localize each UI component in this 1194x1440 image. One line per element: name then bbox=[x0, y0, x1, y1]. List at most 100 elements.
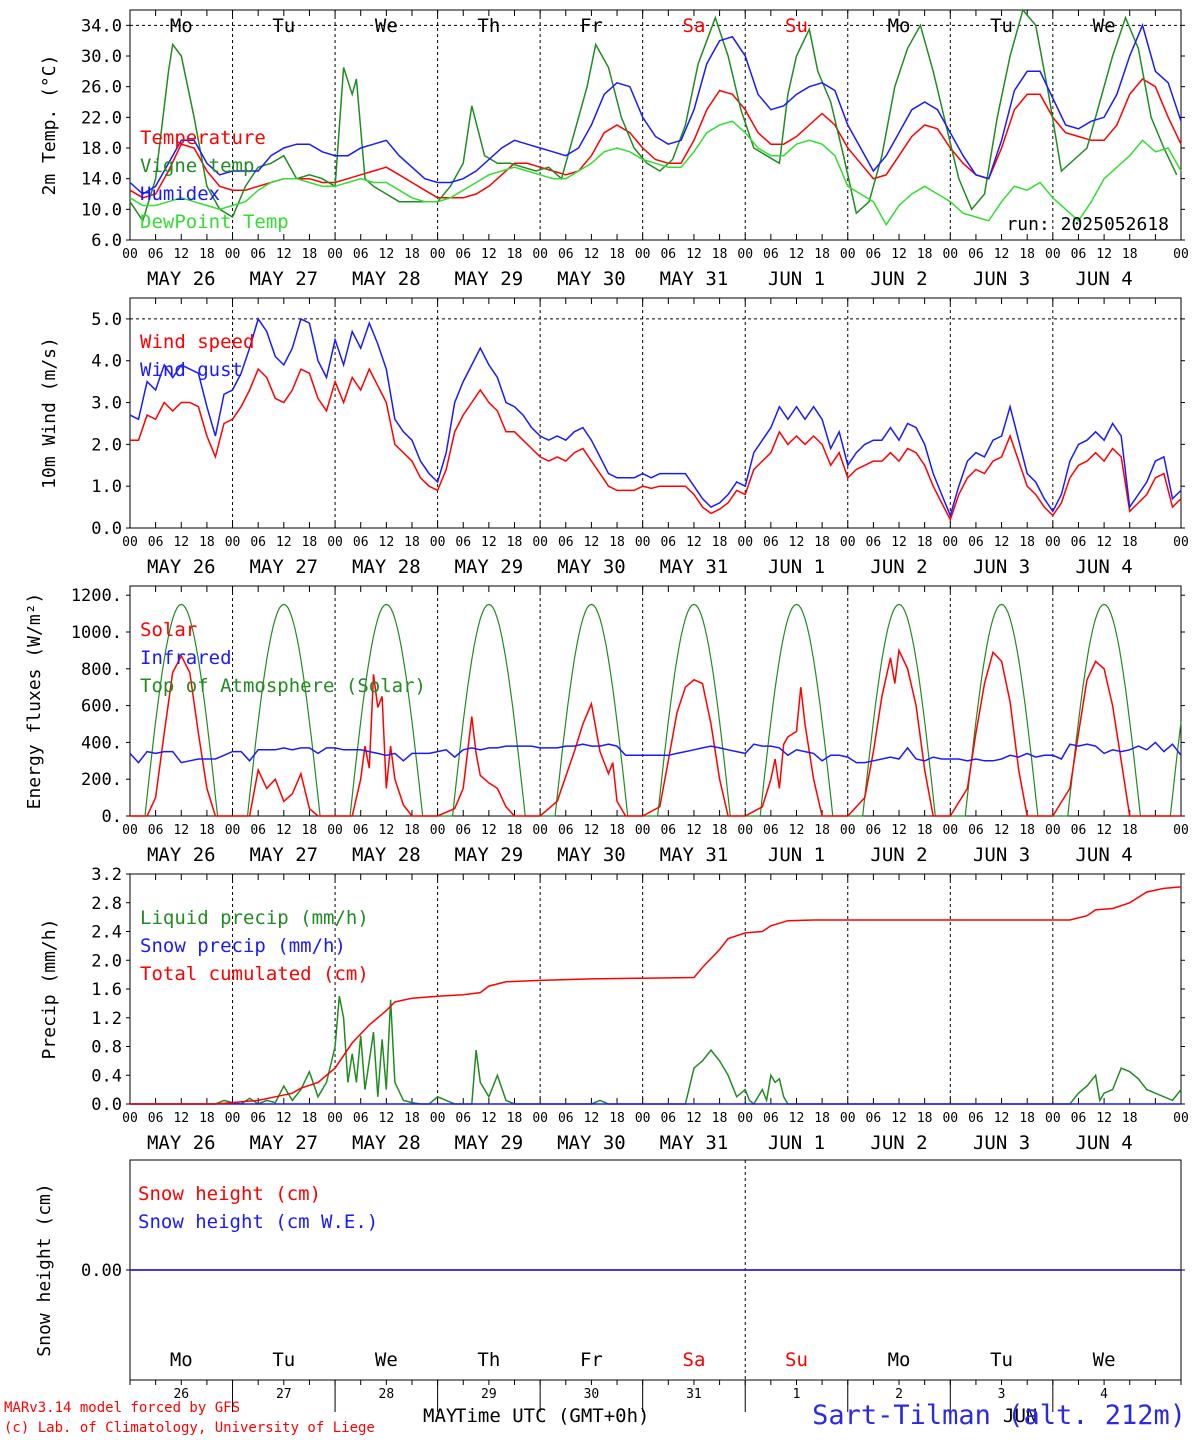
hour-tick-label: 06 bbox=[968, 247, 984, 262]
y-tick-label: 2.8 bbox=[91, 894, 122, 914]
hour-tick-label: 00 bbox=[942, 247, 958, 262]
hour-tick-label: 00 bbox=[1173, 1111, 1189, 1126]
y-tick-label: 1.2 bbox=[91, 1009, 122, 1029]
hour-tick-label: 12 bbox=[1096, 535, 1112, 550]
hour-tick-label: 00 bbox=[327, 535, 343, 550]
hour-tick-label: 00 bbox=[942, 1111, 958, 1126]
month-label-jun: JUN bbox=[1003, 1405, 1038, 1427]
hour-tick-label: 06 bbox=[455, 535, 471, 550]
hour-tick-label: 06 bbox=[250, 535, 266, 550]
hour-tick-label: 00 bbox=[635, 247, 651, 262]
hour-tick-label: 12 bbox=[994, 535, 1010, 550]
weekday-label: Tu bbox=[990, 15, 1013, 37]
day-number-label: 3 bbox=[998, 1387, 1006, 1402]
day-number-label: 29 bbox=[481, 1387, 497, 1402]
hour-tick-label: 18 bbox=[404, 823, 420, 838]
hour-tick-label: 00 bbox=[942, 823, 958, 838]
hour-tick-label: 12 bbox=[276, 247, 292, 262]
date-label: JUN 2 bbox=[870, 268, 927, 290]
hour-tick-label: 18 bbox=[199, 247, 215, 262]
hour-tick-label: 00 bbox=[430, 1111, 446, 1126]
hour-tick-label: 06 bbox=[968, 1111, 984, 1126]
hour-tick-label: 12 bbox=[584, 247, 600, 262]
run-annotation: run: 2025052618 bbox=[1006, 214, 1169, 235]
weekday-label: Su bbox=[785, 15, 808, 37]
hour-tick-label: 12 bbox=[379, 247, 395, 262]
hour-tick-label: 00 bbox=[1045, 823, 1061, 838]
y-tick-label: 26.0 bbox=[81, 78, 122, 98]
hour-tick-label: 00 bbox=[430, 535, 446, 550]
weekday-label: Mo bbox=[170, 15, 193, 37]
date-label: MAY 31 bbox=[660, 556, 729, 578]
month-label-may: MAY bbox=[423, 1405, 458, 1427]
hour-tick-label: 18 bbox=[1122, 823, 1138, 838]
weekday-label: Tu bbox=[272, 1349, 295, 1371]
hour-tick-label: 18 bbox=[199, 535, 215, 550]
date-label: JUN 1 bbox=[768, 268, 825, 290]
hour-tick-label: 06 bbox=[968, 535, 984, 550]
legend-entry: Wind speed bbox=[140, 331, 254, 353]
weekday-label: Fr bbox=[580, 1349, 603, 1371]
hour-tick-label: 06 bbox=[353, 247, 369, 262]
hour-tick-label: 12 bbox=[276, 1111, 292, 1126]
hour-tick-label: 12 bbox=[686, 823, 702, 838]
day-number-label: 2 bbox=[895, 1387, 903, 1402]
y-axis-label: Precip (mm/h) bbox=[39, 919, 60, 1060]
hour-tick-label: 12 bbox=[173, 535, 189, 550]
series-line-liquid-precip-mm-h- bbox=[130, 996, 1182, 1106]
weekday-label: Sa bbox=[683, 1349, 706, 1371]
hour-tick-label: 06 bbox=[558, 535, 574, 550]
hour-tick-label: 12 bbox=[891, 1111, 907, 1126]
hour-tick-label: 00 bbox=[942, 535, 958, 550]
date-label: JUN 3 bbox=[973, 556, 1030, 578]
legend-entry: Liquid precip (mm/h) bbox=[140, 907, 369, 929]
hour-tick-label: 18 bbox=[917, 247, 933, 262]
weekday-label: Su bbox=[785, 1349, 808, 1371]
day-number-label: 26 bbox=[173, 1387, 189, 1402]
hour-tick-label: 18 bbox=[1122, 535, 1138, 550]
date-label: JUN 1 bbox=[768, 1132, 825, 1154]
weekday-label: Th bbox=[477, 15, 500, 37]
series-line-wind-speed bbox=[130, 367, 1182, 522]
y-axis-label: 2m Temp. (°C) bbox=[39, 55, 60, 196]
y-tick-label: 1200. bbox=[71, 586, 122, 606]
hour-tick-label: 12 bbox=[173, 1111, 189, 1126]
hour-tick-label: 00 bbox=[430, 247, 446, 262]
hour-tick-label: 00 bbox=[1173, 535, 1189, 550]
y-tick-label: 0.8 bbox=[91, 1038, 122, 1058]
series-line-solar bbox=[130, 647, 1181, 817]
date-label: MAY 27 bbox=[249, 268, 318, 290]
date-label: MAY 27 bbox=[249, 556, 318, 578]
hour-tick-label: 00 bbox=[532, 247, 548, 262]
hour-tick-label: 06 bbox=[148, 535, 164, 550]
weekday-label: Tu bbox=[272, 15, 295, 37]
series-line-vigne-temp bbox=[129, 8, 1178, 223]
weekday-label: Th bbox=[477, 1349, 500, 1371]
hour-tick-label: 06 bbox=[968, 823, 984, 838]
hour-tick-label: 18 bbox=[814, 247, 830, 262]
y-tick-label: 1.0 bbox=[91, 477, 122, 497]
hour-tick-label: 12 bbox=[481, 1111, 497, 1126]
y-tick-label: 1.6 bbox=[91, 980, 122, 1000]
hour-tick-label: 18 bbox=[1019, 247, 1035, 262]
hour-tick-label: 12 bbox=[481, 535, 497, 550]
legend-entry: Solar bbox=[140, 619, 197, 641]
hour-tick-label: 00 bbox=[737, 247, 753, 262]
date-label: MAY 29 bbox=[455, 556, 524, 578]
hour-tick-label: 00 bbox=[122, 247, 138, 262]
day-number-label: 1 bbox=[793, 1387, 801, 1402]
hour-tick-label: 12 bbox=[276, 823, 292, 838]
hour-tick-label: 18 bbox=[199, 823, 215, 838]
date-label: MAY 28 bbox=[352, 268, 421, 290]
y-tick-label: 800. bbox=[81, 660, 122, 680]
hour-tick-label: 06 bbox=[660, 535, 676, 550]
hour-tick-label: 06 bbox=[250, 823, 266, 838]
station-name: Sart-Tilman (alt. 212m) bbox=[812, 1400, 1186, 1431]
hour-tick-label: 18 bbox=[712, 247, 728, 262]
hour-tick-label: 06 bbox=[558, 247, 574, 262]
legend-entry: Top of Atmosphere (Solar) bbox=[140, 675, 426, 697]
hour-tick-label: 18 bbox=[302, 1111, 318, 1126]
x-axis-title: MAY Time UTC (GMT+0h) bbox=[423, 1405, 650, 1427]
hour-tick-label: 00 bbox=[225, 535, 241, 550]
hour-tick-label: 18 bbox=[1122, 247, 1138, 262]
